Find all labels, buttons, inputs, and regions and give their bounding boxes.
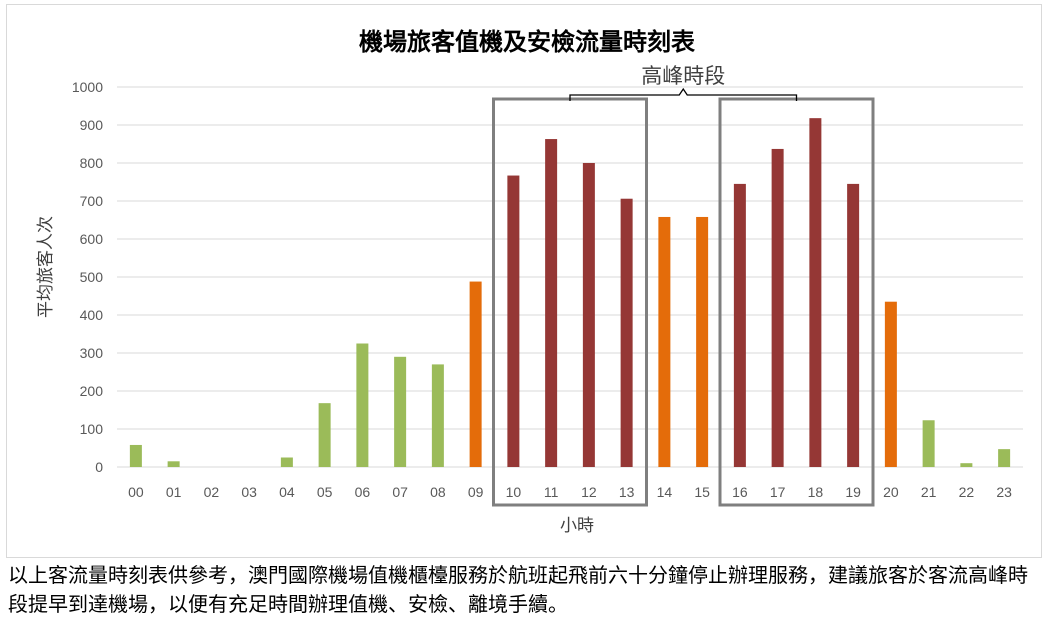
x-tick-label: 11 (544, 484, 559, 500)
bar (922, 420, 935, 467)
y-tick-label: 1000 (72, 79, 103, 95)
bar (620, 198, 633, 467)
bar (733, 183, 746, 467)
bar (960, 463, 973, 467)
x-tick-label: 01 (166, 484, 182, 500)
peak-annotation-label: 高峰時段 (641, 64, 725, 88)
x-tick-label: 03 (241, 484, 257, 500)
x-tick-label: 18 (808, 484, 824, 500)
x-axis-ticks: 00 01 02 03 04 05 06 07 08 09 10 11 12 13 14 15 16 17 18 19… (128, 484, 1012, 500)
bar (318, 403, 331, 467)
x-tick-label: 21 (921, 484, 937, 500)
x-tick-label: 10 (506, 484, 522, 500)
y-tick-label: 700 (80, 193, 104, 209)
y-tick-label: 100 (80, 421, 104, 437)
x-tick-label: 22 (959, 484, 975, 500)
y-tick-label: 500 (80, 269, 104, 285)
y-tick-label: 300 (80, 345, 104, 361)
chart-frame: 0 100 200 300 400 500 600 700 800 900 1000 00 01 02 0… (6, 4, 1042, 558)
bar (771, 148, 784, 467)
y-tick-label: 200 (80, 383, 104, 399)
bars (129, 118, 1011, 468)
x-tick-label: 13 (619, 484, 635, 500)
x-tick-label: 12 (581, 484, 597, 500)
peak-bracket (569, 87, 798, 101)
x-tick-label: 02 (204, 484, 220, 500)
y-tick-label: 400 (80, 307, 104, 323)
bar (582, 163, 595, 467)
x-tick-label: 04 (279, 484, 295, 500)
bar (129, 444, 142, 467)
chart-title: 機場旅客值機及安檢流量時刻表 (359, 28, 696, 56)
y-tick-label: 800 (80, 155, 104, 171)
y-tick-label: 600 (80, 231, 104, 247)
x-tick-label: 15 (694, 484, 710, 500)
x-tick-label: 20 (883, 484, 899, 500)
bar (280, 457, 293, 467)
x-tick-label: 17 (770, 484, 786, 500)
bar (696, 216, 709, 467)
x-tick-label: 09 (468, 484, 484, 500)
bar (507, 175, 520, 468)
bar (394, 356, 407, 467)
x-tick-label: 05 (317, 484, 333, 500)
bar (658, 216, 671, 467)
y-tick-label: 900 (80, 117, 104, 133)
bar (469, 281, 482, 467)
x-tick-label: 14 (657, 484, 673, 500)
caption-text: 以上客流量時刻表供參考，澳門國際機場值機櫃檯服務於航班起飛前六十分鐘停止辦理服務… (8, 565, 1028, 616)
x-tick-label: 08 (430, 484, 446, 500)
bar (884, 301, 897, 467)
x-tick-label: 16 (732, 484, 748, 500)
bar (356, 343, 369, 467)
y-axis-ticks: 0 100 200 300 400 500 600 700 800 900 1000 (72, 79, 103, 475)
x-tick-label: 07 (392, 484, 408, 500)
x-tick-label: 06 (355, 484, 371, 500)
x-tick-label: 23 (996, 484, 1012, 500)
y-axis-label: 平均旅客人次 (36, 216, 56, 318)
bar (431, 364, 444, 467)
bar (809, 118, 822, 467)
y-tick-label: 0 (95, 459, 103, 475)
bar (998, 449, 1011, 467)
bar (167, 461, 180, 467)
bar (545, 139, 558, 467)
bar (847, 183, 860, 467)
x-tick-label: 19 (845, 484, 861, 500)
x-tick-label: 00 (128, 484, 144, 500)
x-axis-label: 小時 (560, 516, 594, 536)
